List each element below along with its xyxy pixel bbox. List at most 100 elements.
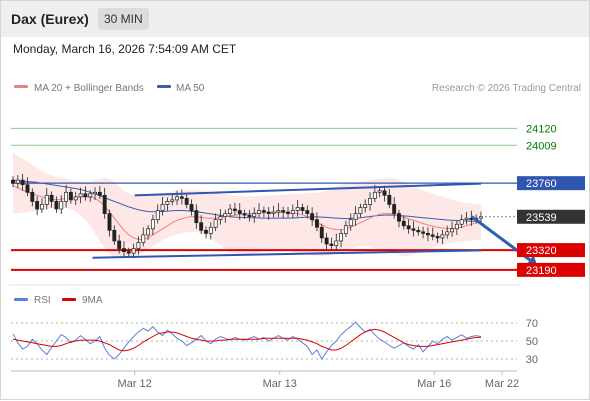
candle-up <box>295 207 300 211</box>
candle <box>44 187 49 210</box>
candle <box>15 175 20 189</box>
candle-up <box>271 211 276 214</box>
candle-up <box>78 193 83 198</box>
channel-upper-line <box>134 182 482 197</box>
candle-down <box>11 179 15 184</box>
candle <box>20 173 25 191</box>
candle <box>416 226 421 236</box>
x-tick-label: Mar 13 <box>263 378 297 390</box>
candle <box>170 194 175 206</box>
candle-up <box>368 198 372 205</box>
candle <box>11 176 15 187</box>
candle <box>290 204 295 219</box>
candle-down <box>102 194 107 214</box>
rsi-legend-swatch <box>14 298 28 301</box>
candle-up <box>155 210 160 221</box>
ma50-legend-swatch <box>157 85 171 88</box>
candle <box>25 177 30 197</box>
rsi-legend-label: RSI <box>34 295 51 306</box>
candle <box>286 207 290 218</box>
candle <box>59 195 64 215</box>
chart-datetime: Monday, March 16, 2026 7:54:09 AM CET <box>13 42 237 56</box>
timeframe-badge[interactable]: 30 MIN <box>98 8 149 30</box>
candle-down <box>112 229 117 242</box>
candle-down <box>305 210 310 214</box>
rsi-ma-line <box>12 328 481 352</box>
price-tag-23320: 23320 <box>526 245 557 257</box>
price-tag-bg <box>517 209 585 224</box>
candle-down <box>199 222 204 231</box>
rsi-panel: 70 50 30 <box>11 318 538 366</box>
candle <box>421 226 426 239</box>
candle-down <box>232 208 237 211</box>
candle-down <box>329 243 334 246</box>
candle-up <box>363 204 368 208</box>
forecast-arrow <box>470 215 538 266</box>
candle <box>232 202 237 216</box>
candle-down <box>300 207 305 211</box>
candle <box>199 215 204 235</box>
candle <box>73 191 78 205</box>
candle <box>228 203 233 218</box>
candle-up <box>450 228 455 233</box>
candle <box>319 223 324 243</box>
candle-down <box>247 214 252 217</box>
candle-down <box>20 179 25 186</box>
candle-down <box>242 213 247 216</box>
instrument-title: Dax (Eurex) <box>11 11 89 27</box>
candle <box>459 214 464 229</box>
candle <box>397 209 401 228</box>
candle-down <box>430 234 435 237</box>
candle <box>440 229 445 245</box>
candle <box>358 203 363 218</box>
rsi-tick-50: 50 <box>526 336 538 348</box>
candle <box>155 204 160 224</box>
candle <box>83 186 88 201</box>
candle <box>237 203 242 220</box>
candle <box>247 210 252 222</box>
candle-down <box>30 191 35 202</box>
candle-down <box>286 211 290 214</box>
candle <box>435 232 440 243</box>
candle-down <box>406 225 411 230</box>
price-tag-23760: 23760 <box>526 178 557 190</box>
candle-down <box>387 194 392 205</box>
candle <box>387 189 392 209</box>
candle <box>204 226 208 239</box>
candle-up <box>39 204 44 210</box>
candle <box>189 199 194 216</box>
candle-up <box>276 210 281 213</box>
candle <box>315 212 319 232</box>
candle <box>300 203 305 215</box>
chart-header: Dax (Eurex) 30 MIN <box>1 1 589 37</box>
candle <box>266 207 271 220</box>
x-tick-label: Mar 16 <box>417 378 451 390</box>
rsi-tick-70: 70 <box>526 318 538 330</box>
candles <box>11 173 483 259</box>
candle-down <box>435 236 440 239</box>
candle-up <box>73 196 78 201</box>
candle <box>88 190 93 202</box>
candle-up <box>440 234 445 239</box>
candle <box>281 206 286 219</box>
candle <box>334 233 339 251</box>
candle <box>78 187 83 204</box>
candle <box>464 211 469 225</box>
price-tag-23539: 23539 <box>526 212 557 224</box>
candle-down <box>54 201 59 210</box>
candle-up <box>454 223 459 230</box>
candle <box>406 219 411 234</box>
candle-down <box>204 229 208 234</box>
candle-up <box>44 194 49 205</box>
candle-up <box>223 213 228 217</box>
candle-down <box>401 220 406 227</box>
candle-down <box>68 191 73 201</box>
candle-up <box>15 179 20 184</box>
price-levels <box>11 127 517 271</box>
candle-up <box>445 231 450 236</box>
candle-up <box>372 191 377 199</box>
candle-down <box>382 190 387 196</box>
candle <box>445 225 450 239</box>
ma9-legend-label: 9MA <box>82 295 103 306</box>
